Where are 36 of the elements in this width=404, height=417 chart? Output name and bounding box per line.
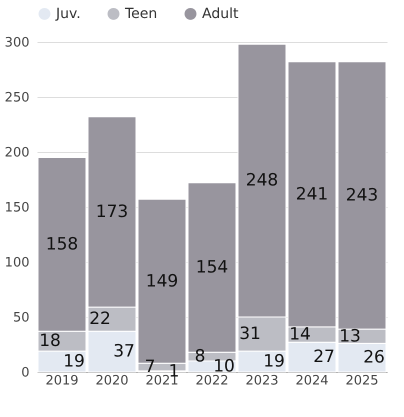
data-label: 18 (39, 331, 61, 352)
y-tick-label: 150 (4, 200, 30, 216)
y-tick-label: 300 (4, 36, 30, 50)
data-label: 10 (213, 356, 235, 376)
x-tick-label: 2020 (95, 374, 129, 388)
data-label: 14 (289, 324, 311, 345)
data-label: 154 (196, 258, 228, 278)
x-tick-label: 2022 (195, 374, 229, 388)
data-label: 243 (346, 185, 378, 206)
legend-label: Juv. (55, 6, 81, 22)
y-tick-label: 200 (4, 146, 30, 160)
data-label: 31 (239, 324, 261, 344)
legend-label: Teen (124, 6, 158, 22)
x-tick-label: 2025 (345, 374, 379, 388)
data-label: 19 (263, 352, 285, 372)
x-tick-label: 2021 (145, 374, 179, 388)
data-label: 241 (296, 184, 328, 204)
x-tick-label: 2019 (45, 374, 79, 388)
y-tick-label: 250 (4, 90, 30, 106)
y-tick-label: 100 (4, 256, 30, 270)
data-label: 8 (194, 346, 206, 367)
data-label: 19 (63, 352, 85, 372)
data-label: 173 (96, 202, 128, 222)
data-label: 22 (89, 309, 111, 330)
data-label: 149 (146, 271, 178, 292)
x-tick-label: 2023 (245, 374, 279, 388)
data-label: 158 (46, 234, 78, 254)
x-tick-label: 2024 (295, 374, 329, 388)
data-label: 248 (246, 170, 278, 191)
data-label: 13 (339, 326, 361, 346)
data-label: 37 (113, 342, 135, 362)
legend-label: Adult (202, 6, 239, 22)
data-label: 26 (363, 348, 385, 368)
data-label: 27 (313, 347, 335, 368)
y-tick-label: 0 (21, 366, 30, 380)
y-tick-label: 50 (12, 310, 30, 326)
